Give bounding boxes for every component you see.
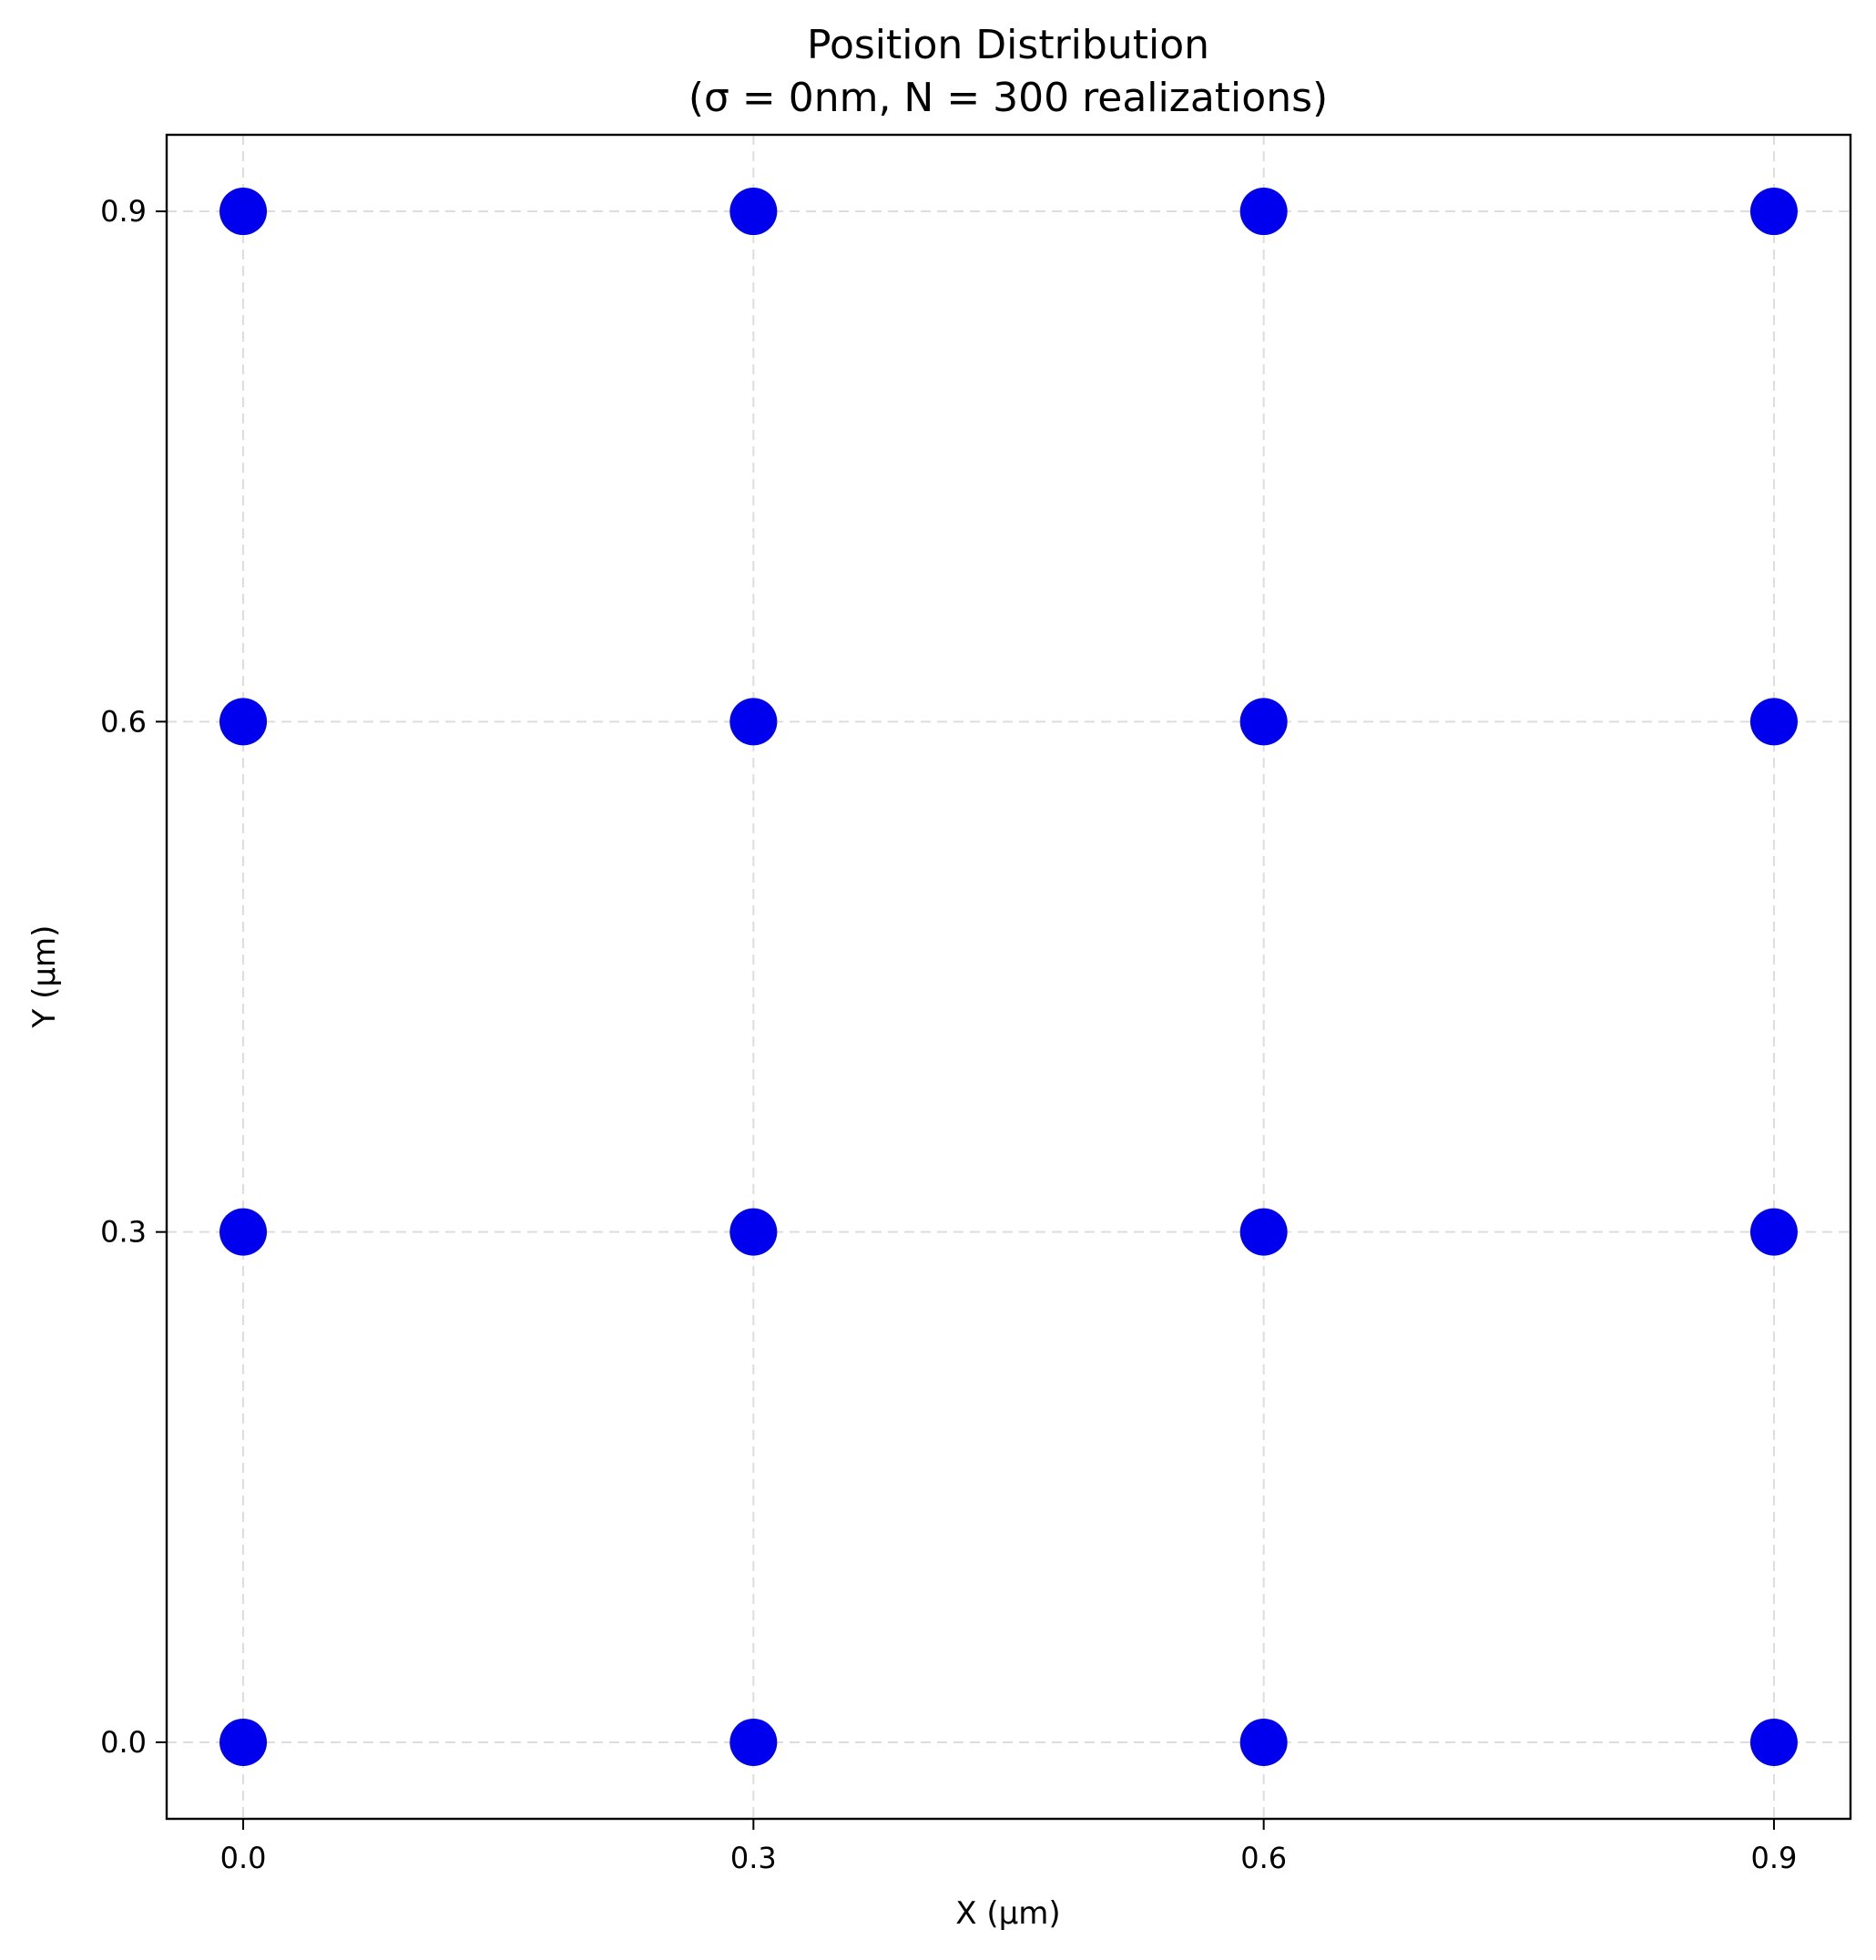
data-point	[219, 1208, 268, 1256]
x-tick-label: 0.3	[730, 1841, 777, 1875]
x-tick-label: 0.0	[220, 1841, 267, 1875]
data-point	[219, 188, 268, 236]
data-point	[219, 1718, 268, 1766]
x-axis-ticks: 0.0 0.3 0.6 0.9	[220, 1819, 1798, 1875]
x-axis-label: X (µm)	[955, 1895, 1060, 1932]
x-tick-label: 0.6	[1240, 1841, 1287, 1875]
data-point	[729, 188, 778, 236]
y-tick-label: 0.9	[100, 194, 147, 229]
chart-title: Position Distribution	[807, 22, 1209, 68]
data-point	[729, 1718, 778, 1766]
y-tick-label: 0.0	[100, 1725, 147, 1760]
data-point	[1239, 698, 1288, 746]
data-point	[1239, 188, 1288, 236]
y-tick-label: 0.3	[100, 1215, 147, 1250]
data-point	[1239, 1208, 1288, 1256]
plot-frame	[165, 133, 1852, 1821]
data-points	[219, 188, 1798, 1766]
data-point	[1749, 698, 1798, 746]
y-axis-ticks: 0.0 0.3 0.6 0.9	[100, 194, 167, 1760]
data-point	[729, 1208, 778, 1256]
data-point	[729, 698, 778, 746]
data-point	[219, 698, 268, 746]
x-tick-label: 0.9	[1751, 1841, 1798, 1875]
y-axis-label: Y (µm)	[26, 925, 63, 1029]
chart-subtitle: (σ = 0nm, N = 300 realizations)	[688, 75, 1328, 121]
data-point	[1749, 1208, 1798, 1256]
data-point	[1239, 1718, 1288, 1766]
grid-lines	[167, 135, 1851, 1819]
y-tick-label: 0.6	[100, 704, 147, 739]
data-point	[1749, 188, 1798, 236]
data-point	[1749, 1718, 1798, 1766]
